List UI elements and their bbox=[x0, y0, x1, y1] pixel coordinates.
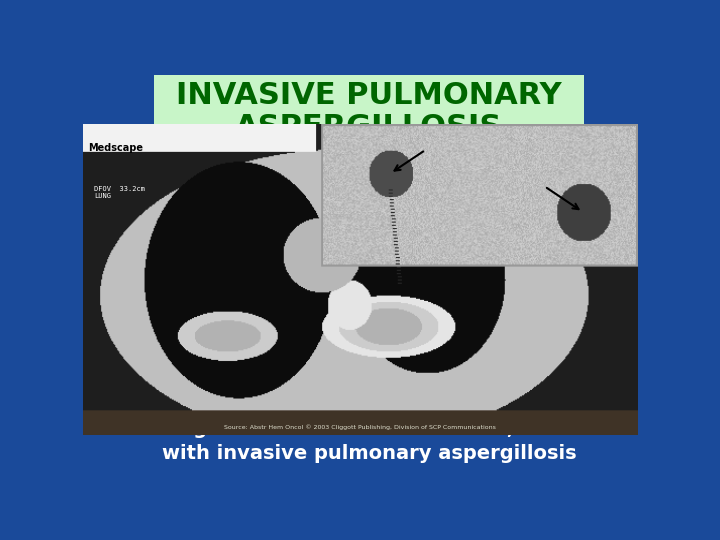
Text: Dense right lower lobe consolidation, consistent: Dense right lower lobe consolidation, co… bbox=[102, 419, 636, 438]
Text: DFOV  33.2cm
LUNG: DFOV 33.2cm LUNG bbox=[94, 186, 145, 199]
Text: Medscape: Medscape bbox=[89, 143, 143, 153]
Text: Source: Abstr Hem Oncol © 2003 Cliggott Publishing, Division of SCP Communicatio: Source: Abstr Hem Oncol © 2003 Cliggott … bbox=[224, 424, 496, 430]
FancyBboxPatch shape bbox=[154, 75, 584, 148]
Text: ASPERGILLOSIS: ASPERGILLOSIS bbox=[235, 113, 503, 142]
Text: INVASIVE PULMONARY: INVASIVE PULMONARY bbox=[176, 81, 562, 110]
Text: with invasive pulmonary aspergillosis: with invasive pulmonary aspergillosis bbox=[162, 444, 576, 463]
